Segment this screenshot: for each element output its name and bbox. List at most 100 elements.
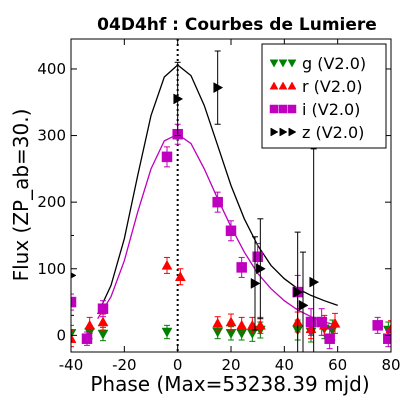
legend-marker-z bbox=[279, 127, 288, 137]
y-tick-label: 200 bbox=[37, 193, 66, 211]
marker-i bbox=[161, 151, 173, 163]
data-point-z bbox=[250, 236, 261, 331]
marker-r bbox=[254, 319, 266, 330]
y-tick-label: 300 bbox=[37, 127, 66, 145]
marker-z bbox=[293, 286, 304, 298]
marker-z bbox=[309, 276, 320, 288]
marker-r bbox=[161, 259, 173, 270]
marker-i bbox=[316, 316, 327, 328]
marker-i bbox=[225, 225, 237, 237]
legend-entry-r: r (V2.0) bbox=[269, 77, 363, 96]
legend-marker-i bbox=[269, 104, 279, 114]
marker-i bbox=[383, 333, 391, 344]
legend-label-z: z (V2.0) bbox=[302, 123, 364, 142]
marker-i bbox=[236, 262, 247, 273]
x-tick-label: 60 bbox=[328, 356, 347, 374]
x-tick-label: -40 bbox=[59, 356, 84, 374]
data-point-z bbox=[213, 50, 224, 125]
x-axis-label: Phase (Max=53238.39 mjd) bbox=[90, 372, 369, 396]
x-tick-label: 40 bbox=[275, 356, 294, 374]
plot-area: -40 -20 0 20 40 60 80 0 100 200 300 400 g (V2.0) r (V… bbox=[37, 38, 400, 374]
data-point-r bbox=[329, 312, 341, 334]
x-tick-label: 20 bbox=[221, 356, 240, 374]
marker-r bbox=[97, 316, 109, 327]
x-tick-label: 0 bbox=[173, 356, 183, 374]
data-point-i bbox=[236, 256, 247, 278]
data-layer bbox=[71, 39, 391, 352]
legend-marker-z bbox=[270, 127, 279, 137]
marker-i bbox=[97, 303, 109, 314]
data-point-r bbox=[254, 316, 266, 334]
data-point-r bbox=[225, 313, 237, 331]
data-point-z bbox=[298, 251, 309, 352]
legend-marker-g bbox=[269, 59, 279, 68]
legend-marker-r bbox=[278, 81, 288, 90]
data-point-z bbox=[256, 218, 266, 320]
marker-r bbox=[236, 319, 248, 330]
marker-r bbox=[329, 317, 341, 328]
marker-i bbox=[372, 320, 383, 331]
marker-g bbox=[225, 329, 237, 339]
marker-r bbox=[84, 319, 96, 330]
marker-r bbox=[212, 317, 224, 328]
legend-label-r: r (V2.0) bbox=[302, 77, 363, 96]
data-point-i bbox=[372, 316, 383, 334]
marker-z bbox=[298, 299, 309, 311]
marker-i bbox=[252, 251, 263, 263]
marker-i bbox=[71, 296, 77, 308]
marker-g bbox=[97, 329, 109, 340]
marker-g bbox=[161, 327, 173, 338]
data-point-i bbox=[383, 330, 391, 348]
marker-i bbox=[324, 333, 335, 344]
legend-marker-z bbox=[288, 127, 297, 137]
data-point-r bbox=[174, 268, 186, 286]
x-tick-label: 80 bbox=[381, 356, 400, 374]
data-point-i bbox=[71, 293, 77, 311]
data-point-z bbox=[293, 231, 304, 352]
data-point-i bbox=[97, 300, 109, 318]
marker-i bbox=[81, 333, 93, 344]
legend-marker-r bbox=[269, 81, 279, 90]
marker-r bbox=[225, 316, 237, 327]
data-point-i bbox=[161, 146, 173, 168]
data-point-i bbox=[212, 191, 223, 213]
x-tick-label: -20 bbox=[112, 356, 137, 374]
legend-marker-g bbox=[278, 59, 288, 68]
data-point-z bbox=[309, 148, 320, 352]
data-point-r bbox=[71, 330, 77, 348]
data-point-r bbox=[84, 316, 96, 334]
data-point-i bbox=[324, 328, 335, 350]
data-point-r bbox=[212, 316, 224, 331]
legend: g (V2.0) r (V2.0) i (V2.0) z (V2.0) bbox=[261, 43, 387, 149]
legend-marker-i bbox=[287, 104, 297, 114]
legend-marker-i bbox=[278, 104, 288, 114]
legend-entry-z: z (V2.0) bbox=[270, 123, 364, 142]
y-tick-label: 400 bbox=[37, 60, 66, 78]
data-point-i bbox=[316, 308, 327, 336]
data-point-i bbox=[225, 220, 237, 242]
data-point-i bbox=[81, 331, 93, 346]
legend-label-g: g (V2.0) bbox=[302, 54, 366, 73]
legend-entry-i: i (V2.0) bbox=[269, 100, 360, 119]
data-point-r bbox=[161, 256, 173, 274]
legend-marker-g bbox=[287, 59, 297, 68]
data-point-z bbox=[173, 61, 184, 137]
marker-r bbox=[71, 333, 77, 343]
marker-z bbox=[173, 93, 184, 105]
data-point-r bbox=[236, 316, 248, 334]
y-axis-label: Flux (ZP_ab=30.) bbox=[9, 109, 33, 282]
marker-r bbox=[174, 271, 186, 281]
marker-i bbox=[212, 196, 223, 208]
y-tick-label: 100 bbox=[37, 260, 66, 278]
chart-title: 04D4hf : Courbes de Lumiere bbox=[97, 15, 377, 35]
legend-label-i: i (V2.0) bbox=[302, 100, 360, 119]
legend-entry-g: g (V2.0) bbox=[269, 54, 366, 73]
data-point-i bbox=[305, 308, 317, 336]
y-tick-label: 0 bbox=[56, 326, 66, 344]
legend-marker-r bbox=[287, 81, 297, 90]
marker-z bbox=[256, 263, 266, 275]
marker-z bbox=[250, 277, 261, 289]
data-point-g bbox=[161, 324, 173, 340]
marker-i bbox=[305, 316, 317, 328]
